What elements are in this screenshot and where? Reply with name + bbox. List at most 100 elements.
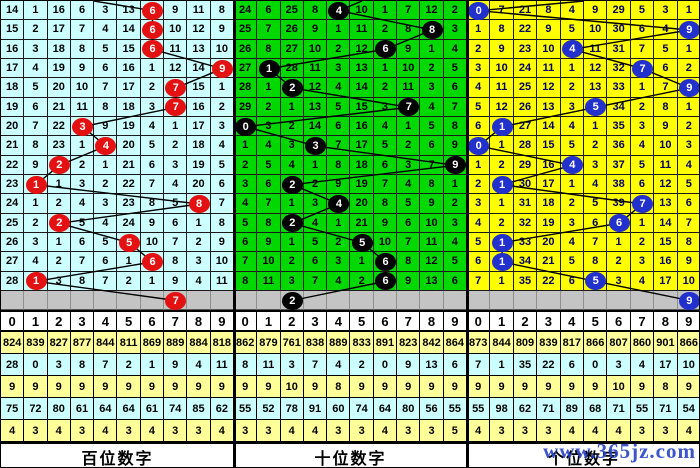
miss-cell: 2 (467, 39, 491, 59)
panel-title-row: 个位数字 (467, 442, 699, 467)
pending-cell (654, 291, 678, 310)
stat-cell: 80 (47, 398, 71, 420)
miss-cell: 11 (537, 59, 561, 79)
miss-cell: 1 (630, 213, 655, 233)
stat-cell: 1 (140, 354, 165, 376)
miss-cell: 5 (420, 117, 444, 137)
pending-cell (234, 291, 258, 310)
stat-cell: 74 (350, 398, 374, 420)
miss-cell: 20 (117, 136, 141, 156)
miss-cell: 2 (164, 136, 188, 156)
stat-cell: 9 (24, 376, 48, 398)
miss-cell: 7 (443, 97, 467, 117)
miss-cell: 15 (537, 136, 561, 156)
miss-cell: 17 (537, 175, 561, 195)
stat-cell: 71 (607, 398, 631, 420)
miss-cell: 22 (117, 175, 141, 195)
miss-cell: 27 (1, 252, 25, 272)
stat-cell: 3 (513, 420, 538, 442)
stat-cell: 4 (303, 420, 328, 442)
miss-cell: 10 (654, 136, 678, 156)
stat-row-2: 9 9 9 9 9 9 10 9 8 9 (467, 376, 699, 398)
miss-cell: 6 (373, 155, 398, 175)
miss-cell: 10 (303, 39, 328, 59)
miss-cell: 11 (303, 59, 328, 79)
miss-cell: 3 (187, 252, 211, 272)
miss-cell: 23 (47, 136, 71, 156)
miss-cell: 17 (654, 271, 678, 291)
miss-cell: 11 (583, 39, 608, 59)
miss-cell: 8 (210, 213, 234, 233)
miss-cell: 3 (443, 20, 467, 40)
miss-cell: 4 (560, 117, 584, 137)
miss-cell: 7 (583, 233, 608, 253)
stat-cell: 889 (164, 332, 188, 354)
stat-cell: 3 (164, 420, 188, 442)
miss-cell: 3 (94, 194, 118, 214)
miss-cell: 10 (350, 1, 374, 21)
miss-cell: 4 (467, 213, 491, 233)
stat-cell: 54 (677, 398, 699, 420)
miss-cell: 14 (187, 59, 211, 79)
miss-cell: 13 (583, 78, 608, 98)
stat-cell: 62 (513, 398, 538, 420)
miss-cell: 2 (630, 97, 655, 117)
miss-cell: 4 (280, 155, 304, 175)
miss-cell: 17 (117, 78, 141, 98)
miss-cell: 6 (420, 136, 444, 156)
drawn-number-ball: 7 (165, 291, 187, 310)
miss-cell: 1 (397, 117, 421, 137)
drawn-number-ball: 6 (608, 214, 630, 233)
miss-cell: 5 (397, 194, 421, 214)
drawn-number-ball: 1 (491, 117, 513, 136)
miss-cell: 7 (257, 194, 281, 214)
miss-cell: 6 (583, 213, 608, 233)
miss-cell: 3 (280, 136, 304, 156)
miss-cell: 2 (490, 155, 514, 175)
miss-cell: 39 (607, 194, 631, 214)
miss-cell: 5 (327, 97, 351, 117)
miss-cell: 11 (350, 20, 374, 40)
miss-cell: 3 (677, 136, 699, 156)
pending-cell (630, 291, 655, 310)
miss-cell: 5 (467, 233, 491, 253)
miss-cell: 1 (560, 59, 584, 79)
stat-cell: 9 (537, 376, 561, 398)
pending-cell (560, 291, 584, 310)
drawn-number-ball: 0 (235, 117, 257, 136)
stat-cell: 869 (140, 332, 165, 354)
miss-cell: 2 (490, 213, 514, 233)
stat-cell: 9 (350, 376, 374, 398)
drawn-number-ball: 5 (351, 233, 373, 252)
miss-cell: 9 (397, 39, 421, 59)
stat-cell: 17 (654, 354, 678, 376)
miss-cell: 1 (257, 78, 281, 98)
miss-cell: 13 (537, 97, 561, 117)
stat-cell: 9 (164, 376, 188, 398)
miss-cell: 1 (373, 1, 398, 21)
pending-row (1, 291, 234, 310)
stat-cell: 4 (583, 420, 608, 442)
stat-cell: 0 (373, 354, 398, 376)
stat-cell: 9 (513, 376, 538, 398)
miss-cell: 21 (350, 213, 374, 233)
miss-cell: 2 (47, 194, 71, 214)
miss-cell: 5 (677, 175, 699, 195)
miss-cell: 18 (47, 39, 71, 59)
stat-cell: 4 (140, 420, 165, 442)
miss-cell: 1 (490, 194, 514, 214)
miss-cell: 3 (94, 1, 118, 21)
stat-cell: 78 (280, 398, 304, 420)
miss-grid: 2462584101712225726911128832682710212691… (234, 1, 467, 291)
miss-cell: 20 (537, 233, 561, 253)
miss-cell: 1 (280, 233, 304, 253)
miss-cell: 25 (280, 1, 304, 21)
stat-cell: 68 (583, 398, 608, 420)
stat-cell: 9 (187, 376, 211, 398)
miss-cell: 12 (164, 59, 188, 79)
stat-cell: 7 (94, 354, 118, 376)
miss-cell: 32 (513, 213, 538, 233)
